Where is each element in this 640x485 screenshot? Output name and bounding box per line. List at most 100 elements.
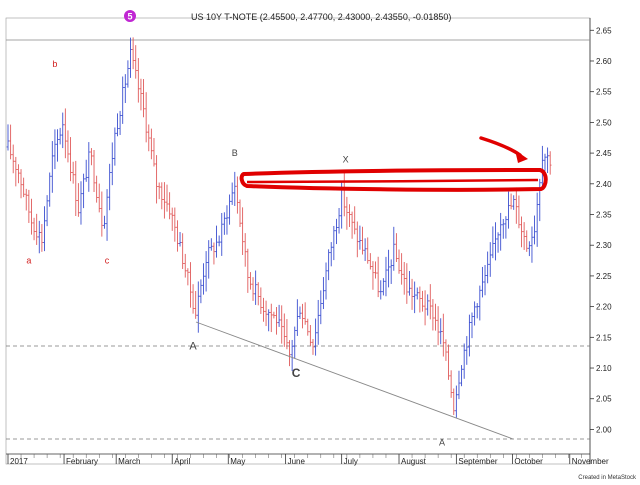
price-bar <box>186 268 190 286</box>
price-bar <box>90 148 93 166</box>
price-bar <box>95 175 99 203</box>
price-bar <box>155 155 158 204</box>
price-bar <box>189 262 192 308</box>
x-tick-label: September <box>458 457 497 466</box>
price-bar <box>144 92 148 143</box>
price-bar <box>264 300 268 327</box>
indicator-badge-label: 5 <box>127 11 132 21</box>
price-bar <box>465 336 469 365</box>
price-bar <box>342 171 346 217</box>
price-bar <box>243 233 247 267</box>
price-bar <box>475 303 479 319</box>
price-bar <box>467 314 471 357</box>
price-bar <box>183 253 187 278</box>
wave-label: c <box>105 256 110 266</box>
price-bar <box>428 284 432 320</box>
price-bar <box>235 176 239 214</box>
price-bar <box>423 290 427 326</box>
price-bar <box>415 287 419 300</box>
resistance-highlight <box>239 136 548 192</box>
price-bar <box>217 235 221 247</box>
wave-label: B <box>232 148 238 158</box>
x-tick-label: May <box>230 457 245 466</box>
price-bar <box>79 181 83 225</box>
price-bar <box>147 124 151 152</box>
price-bar <box>56 129 59 162</box>
y-axis-ticks: 2.65 2.60 2.55 2.50 2.45 2.40 2.35 2.30 2.25 2.20… <box>590 26 612 434</box>
price-bar <box>452 388 456 416</box>
price-bar <box>45 195 49 227</box>
price-bar <box>272 311 276 319</box>
price-bar <box>181 233 185 269</box>
price-bar <box>19 169 23 199</box>
price-bar <box>366 237 370 264</box>
price-bar <box>301 303 304 329</box>
price-bar <box>410 278 414 310</box>
price-bar <box>48 172 52 207</box>
price-bar <box>384 256 388 297</box>
price-bar <box>496 232 500 253</box>
indicator-badge <box>124 10 136 22</box>
price-bar <box>269 303 273 333</box>
price-bar <box>277 304 281 327</box>
plot-frame <box>5 17 591 465</box>
price-bar <box>295 299 299 336</box>
price-bar <box>525 230 529 252</box>
arrow-stroke <box>479 136 522 157</box>
price-bar <box>202 263 205 295</box>
price-bar <box>303 302 307 325</box>
price-bar <box>447 344 450 380</box>
price-bar <box>27 189 31 223</box>
price-bar <box>204 251 208 292</box>
price-bar <box>246 248 250 293</box>
price-bar <box>363 238 367 261</box>
price-bar <box>290 339 294 371</box>
y-tick-label: 2.10 <box>596 364 612 373</box>
y-tick-label: 2.00 <box>596 425 612 434</box>
y-tick-label: 2.55 <box>596 88 612 97</box>
price-bar <box>142 79 145 118</box>
price-bar <box>454 385 458 418</box>
price-bar <box>350 211 354 239</box>
price-bar <box>74 160 78 217</box>
y-tick-label: 2.65 <box>596 26 612 35</box>
price-bar <box>256 282 260 306</box>
price-bar <box>316 299 320 345</box>
wave-labels: b a c B X A C A <box>26 59 445 447</box>
x-tick-label: March <box>118 457 140 466</box>
price-bar <box>368 253 372 270</box>
price-bar <box>348 204 351 228</box>
price-bar <box>494 222 497 261</box>
price-bar <box>110 142 114 186</box>
price-bar <box>353 206 357 235</box>
price-bar <box>149 128 153 160</box>
price-bar <box>228 194 231 225</box>
price-bar <box>436 306 440 346</box>
price-bar <box>470 312 474 339</box>
x-axis-ticks: 2017 February March April May June July August S… <box>7 454 609 466</box>
price-bar <box>66 130 70 163</box>
wave-label: X <box>343 154 349 164</box>
price-bar <box>400 253 404 285</box>
price-bar <box>11 144 15 174</box>
price-bar <box>262 297 265 322</box>
price-bar <box>397 249 401 274</box>
price-bar <box>314 318 317 356</box>
price-bar <box>84 159 88 182</box>
price-bar <box>345 196 349 230</box>
x-tick-label: November <box>572 457 609 466</box>
price-bar <box>501 218 505 239</box>
price-bar <box>22 177 26 198</box>
y-tick-label: 2.35 <box>596 211 612 220</box>
price-bar <box>131 37 135 70</box>
price-bar <box>548 151 552 175</box>
price-bar <box>97 183 101 213</box>
y-tick-label: 2.25 <box>596 272 612 281</box>
support-trendline <box>195 321 514 440</box>
price-bar <box>61 112 65 149</box>
price-bar <box>173 207 177 242</box>
price-bar <box>288 340 291 367</box>
price-bar <box>462 343 466 379</box>
price-bar <box>17 164 20 184</box>
price-bar <box>199 279 203 304</box>
